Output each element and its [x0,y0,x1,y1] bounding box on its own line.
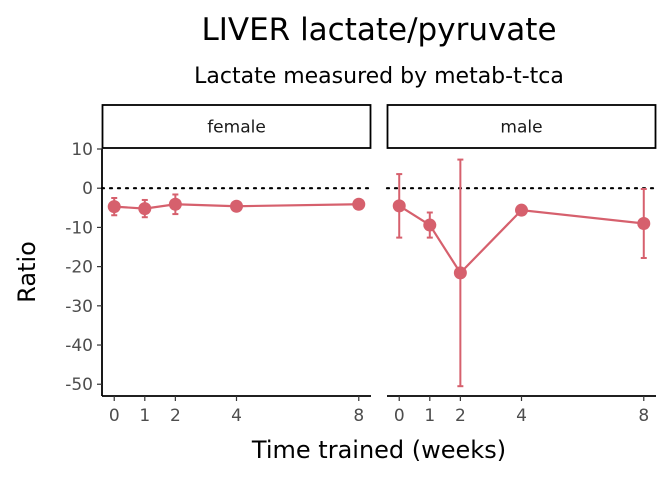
data-point [138,202,152,216]
x-tick-label: 2 [455,406,466,426]
data-point [392,199,406,213]
x-tick-label: 2 [170,406,181,426]
x-tick-label: 1 [139,406,150,426]
y-axis-title: Ratio [13,241,41,303]
data-point [637,216,651,230]
panel-male: male 0 1 2 4 8 [385,104,658,426]
y-tick-label: -10 [65,218,93,238]
data-point [352,197,366,211]
facet-strip [386,104,657,149]
data-point [515,203,528,217]
x-tick-label: 0 [109,406,120,426]
x-tick-label: 4 [516,406,527,426]
y-tick-label: 0 [82,179,93,199]
data-point [230,199,243,213]
x-tick-label: 4 [231,406,242,426]
x-tick-label: 1 [424,406,435,426]
y-tick-label: 10 [71,140,93,160]
panel-female: female 0 1 2 4 8 [100,104,373,426]
y-axis: 10 0 -10 -20 -30 -40 -50 [65,140,103,396]
facet-strip-label: female [207,118,266,138]
data-point [423,218,437,232]
data-point [453,266,467,280]
y-tick-label: -20 [65,258,93,278]
data-point [168,197,182,211]
x-tick-label: 8 [353,406,364,426]
data-point [107,200,121,214]
x-tick-label: 0 [394,406,405,426]
chart-subtitle: Lactate measured by metab-t-tca [194,64,564,89]
x-axis-title: Time trained (weeks) [251,436,506,464]
chart-title: LIVER lactate/pyruvate [201,12,556,48]
x-tick-label: 8 [638,406,649,426]
y-tick-label: -50 [65,375,93,395]
y-tick-label: -40 [65,336,93,356]
facet-strip [101,104,372,149]
y-tick-label: -30 [65,297,93,317]
facet-strip-label: male [500,118,542,138]
